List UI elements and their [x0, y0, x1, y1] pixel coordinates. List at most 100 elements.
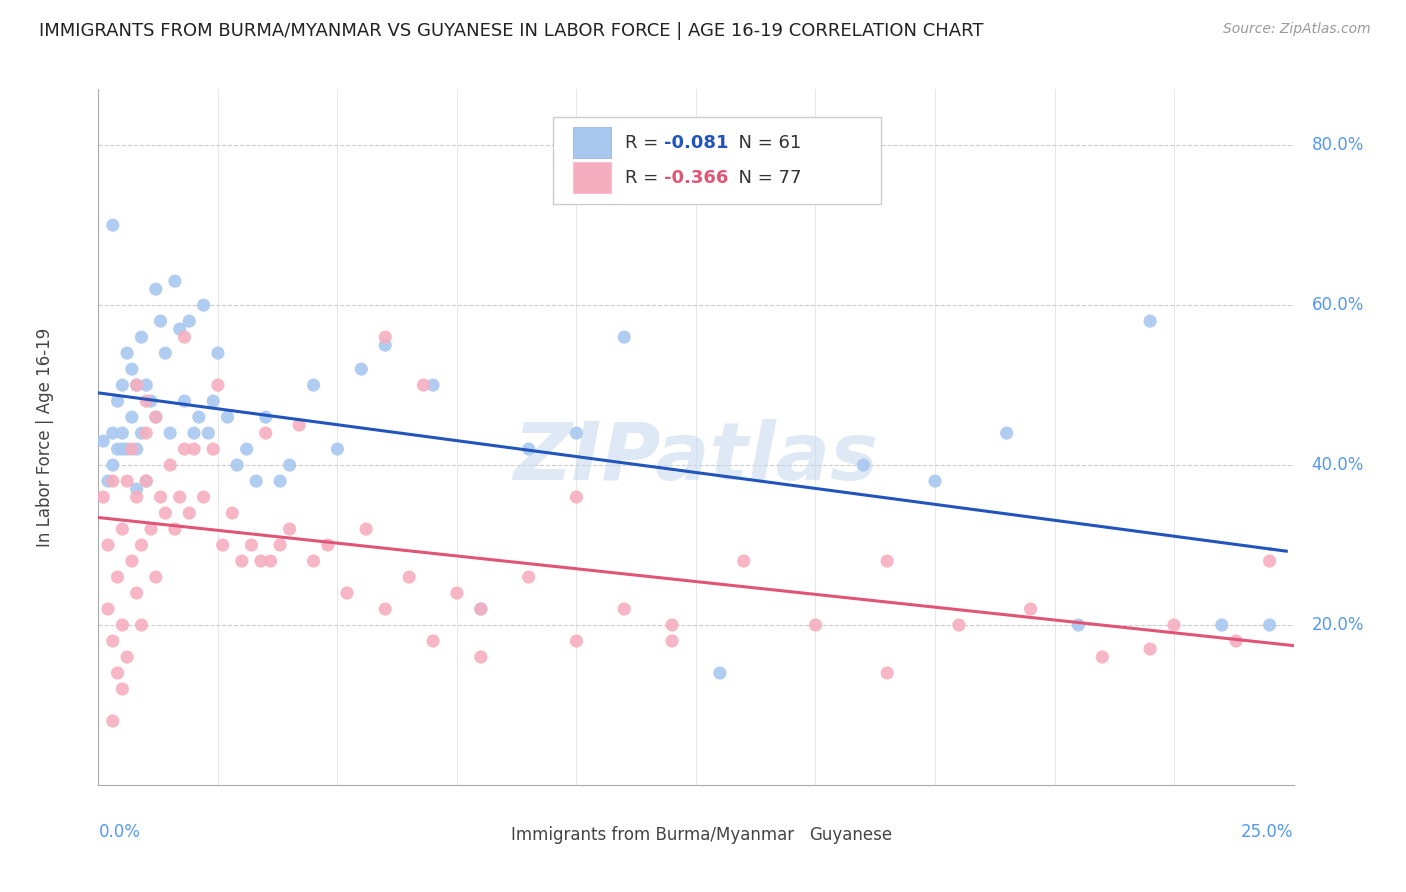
Point: [91, 490, 114, 504]
Point: [159, 458, 181, 472]
Point: [125, 490, 148, 504]
Point: [163, 522, 186, 536]
Point: [1139, 642, 1161, 657]
Point: [1091, 650, 1114, 665]
Point: [145, 410, 167, 425]
Point: [254, 410, 277, 425]
Point: [101, 458, 124, 472]
Point: [235, 442, 257, 456]
Point: [115, 474, 138, 488]
Point: [709, 665, 731, 680]
Point: [326, 442, 349, 456]
Point: [302, 378, 325, 392]
Point: [139, 522, 162, 536]
Point: [173, 442, 195, 456]
Point: [207, 346, 229, 360]
Point: [470, 650, 492, 665]
Point: [107, 570, 129, 584]
Point: [121, 554, 143, 568]
Text: N = 77: N = 77: [727, 169, 801, 186]
Point: [288, 418, 311, 433]
Point: [852, 458, 875, 472]
Point: [470, 602, 492, 616]
Point: [278, 458, 301, 472]
Point: [269, 474, 291, 488]
Point: [115, 650, 138, 665]
Point: [565, 634, 588, 648]
Text: 0.0%: 0.0%: [98, 823, 141, 841]
Point: [374, 330, 396, 344]
Point: [613, 602, 636, 616]
Text: R =: R =: [626, 169, 665, 186]
Point: [159, 426, 181, 441]
Point: [125, 378, 148, 392]
Point: [661, 634, 683, 648]
Point: [924, 474, 946, 488]
Point: [398, 570, 420, 584]
Point: [217, 410, 239, 425]
Point: [876, 665, 898, 680]
Point: [155, 346, 177, 360]
Point: [1067, 618, 1090, 632]
Point: [1139, 314, 1161, 328]
Point: [107, 442, 129, 456]
Point: [245, 474, 267, 488]
Point: [173, 394, 195, 409]
Point: [111, 522, 134, 536]
Point: [193, 490, 215, 504]
Point: [121, 362, 143, 376]
Point: [211, 538, 233, 552]
Point: [374, 338, 396, 352]
Text: Guyanese: Guyanese: [810, 826, 893, 844]
Point: [111, 681, 134, 696]
Text: -0.081: -0.081: [664, 134, 728, 152]
Point: [135, 378, 157, 392]
Point: [179, 314, 201, 328]
Point: [1258, 618, 1281, 632]
Point: [269, 538, 291, 552]
Point: [125, 378, 148, 392]
Point: [121, 442, 143, 456]
Point: [135, 474, 157, 488]
Point: [101, 474, 124, 488]
Point: [876, 554, 898, 568]
Point: [111, 426, 134, 441]
Point: [733, 554, 755, 568]
Point: [374, 602, 396, 616]
Text: Source: ZipAtlas.com: Source: ZipAtlas.com: [1223, 22, 1371, 37]
Point: [1211, 618, 1233, 632]
Point: [131, 426, 153, 441]
Point: [1258, 554, 1281, 568]
Point: [125, 442, 148, 456]
Point: [565, 490, 588, 504]
Point: [107, 665, 129, 680]
Point: [107, 394, 129, 409]
Point: [145, 282, 167, 296]
Point: [135, 426, 157, 441]
Point: [221, 506, 243, 520]
Point: [115, 442, 138, 456]
Text: 60.0%: 60.0%: [1312, 296, 1364, 314]
Point: [101, 218, 124, 232]
Point: [131, 330, 153, 344]
Point: [259, 554, 281, 568]
Point: [115, 346, 138, 360]
Point: [302, 554, 325, 568]
Point: [254, 426, 277, 441]
Point: [97, 602, 120, 616]
FancyBboxPatch shape: [572, 162, 612, 193]
Point: [350, 362, 373, 376]
Point: [183, 442, 205, 456]
FancyBboxPatch shape: [475, 826, 501, 844]
Point: [995, 426, 1018, 441]
Point: [470, 602, 492, 616]
Point: [149, 314, 172, 328]
Point: [169, 490, 191, 504]
Point: [1019, 602, 1042, 616]
Point: [354, 522, 377, 536]
Point: [804, 618, 827, 632]
Point: [231, 554, 253, 568]
Point: [613, 330, 636, 344]
Point: [446, 586, 468, 600]
Point: [91, 434, 114, 448]
